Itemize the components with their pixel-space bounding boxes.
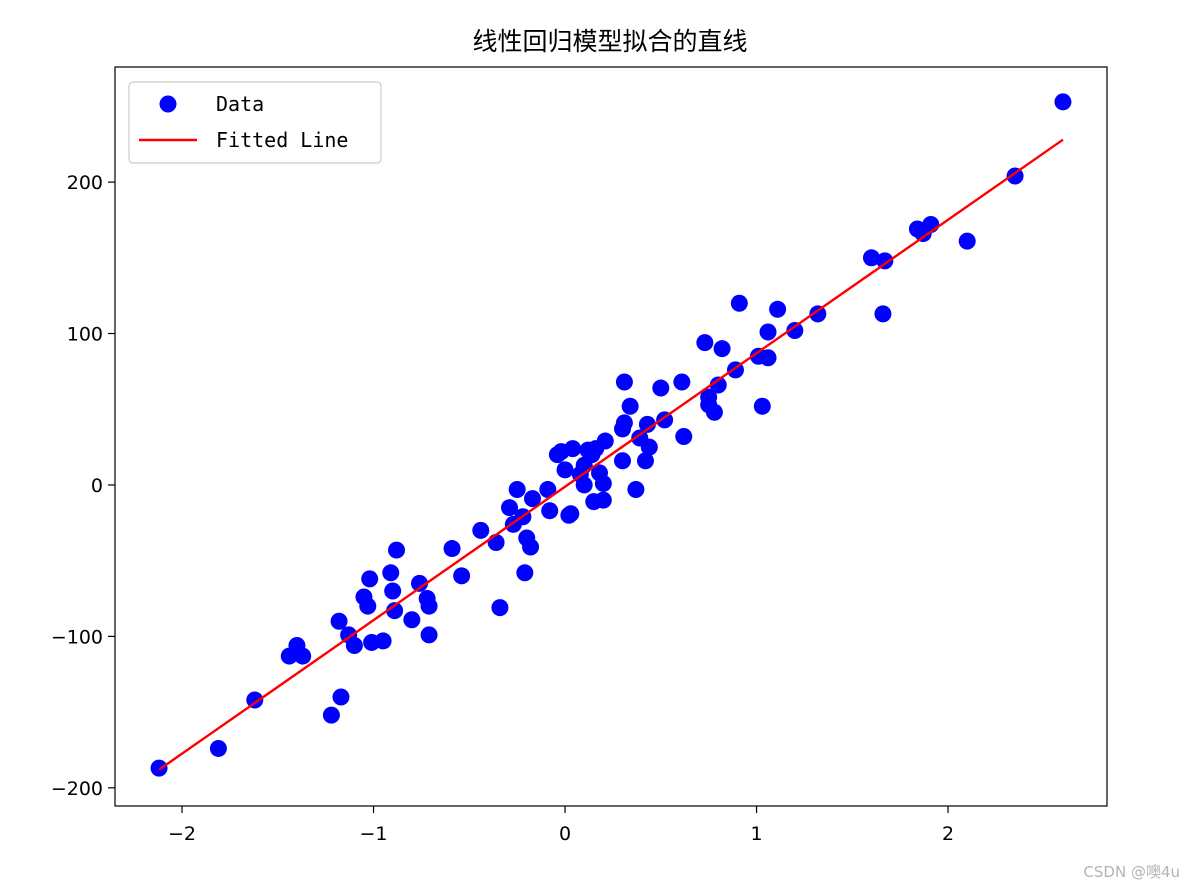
data-point-10 <box>345 636 363 654</box>
data-point-5 <box>294 647 312 665</box>
data-point-61 <box>621 397 639 415</box>
data-point-59 <box>615 414 633 432</box>
data-point-23 <box>420 597 438 615</box>
data-point-60 <box>615 373 633 391</box>
y-axis: −200 −100 0 100 200 <box>51 172 115 800</box>
data-point-71 <box>696 334 714 352</box>
data-point-87 <box>874 305 892 323</box>
data-point-83 <box>769 300 787 318</box>
data-point-36 <box>522 538 540 556</box>
data-point-7 <box>332 688 350 706</box>
legend-box <box>128 81 382 164</box>
legend: Data Fitted Line <box>128 81 382 164</box>
legend-label-data: Data <box>216 92 264 116</box>
data-point-88 <box>876 252 894 270</box>
data-point-54 <box>594 491 612 509</box>
data-point-24 <box>420 626 438 644</box>
data-point-57 <box>613 452 631 470</box>
watermark: CSDN @噢4u <box>1083 863 1180 881</box>
data-point-12 <box>359 597 377 615</box>
data-point-86 <box>862 249 880 267</box>
data-point-82 <box>759 349 777 367</box>
data-point-93 <box>1006 167 1024 185</box>
data-point-19 <box>388 541 406 559</box>
data-point-27 <box>472 521 490 539</box>
data-point-65 <box>638 415 656 433</box>
data-point-32 <box>508 481 526 499</box>
data-point-66 <box>640 438 658 456</box>
data-point-25 <box>443 540 461 558</box>
data-point-67 <box>652 379 670 397</box>
data-point-15 <box>374 632 392 650</box>
data-point-45 <box>564 440 582 458</box>
data-point-48 <box>575 476 593 494</box>
data-point-75 <box>709 376 727 394</box>
y-tick-label-0: −200 <box>51 778 103 800</box>
x-tick-label-3: 1 <box>750 823 762 845</box>
data-point-30 <box>501 499 519 517</box>
data-point-13 <box>361 570 379 588</box>
data-point-21 <box>410 574 428 592</box>
data-point-1 <box>209 739 227 757</box>
data-point-18 <box>386 602 404 620</box>
x-tick-label-2: 0 <box>559 823 571 845</box>
data-point-94 <box>1054 93 1072 111</box>
chart-title: 线性回归模型拟合的直线 <box>472 27 747 56</box>
data-point-73 <box>700 388 718 406</box>
data-point-62 <box>627 481 645 499</box>
y-tick-label-2: 0 <box>91 475 103 497</box>
data-point-29 <box>491 599 509 617</box>
fitted-line <box>158 138 1064 771</box>
data-point-8 <box>330 612 348 630</box>
data-point-39 <box>541 502 559 520</box>
x-tick-label-0: −2 <box>168 823 196 845</box>
data-point-20 <box>403 611 421 629</box>
data-point-84 <box>786 321 804 339</box>
legend-marker-data <box>159 95 177 113</box>
data-point-70 <box>675 428 693 445</box>
data-point-38 <box>539 481 557 499</box>
data-point-34 <box>516 564 534 582</box>
data-point-17 <box>384 582 402 600</box>
data-point-81 <box>759 323 777 341</box>
data-point-37 <box>523 490 541 508</box>
data-point-26 <box>453 567 471 585</box>
data-point-6 <box>322 706 340 724</box>
data-point-56 <box>596 432 614 450</box>
y-tick-label-1: −100 <box>51 626 103 648</box>
y-tick-label-4: 200 <box>67 172 103 194</box>
plot-frame <box>114 66 1108 807</box>
x-tick-label-4: 2 <box>942 823 954 845</box>
data-point-0 <box>150 759 168 777</box>
data-point-74 <box>705 403 723 421</box>
data-point-69 <box>673 373 691 391</box>
data-point-55 <box>594 474 612 492</box>
data-point-80 <box>753 397 771 415</box>
data-point-28 <box>487 534 505 552</box>
data-point-76 <box>713 340 731 358</box>
x-tick-label-1: −1 <box>360 823 388 845</box>
data-point-92 <box>958 232 976 250</box>
data-point-64 <box>636 452 654 470</box>
data-point-2 <box>246 691 264 709</box>
y-tick-label-3: 100 <box>67 324 103 346</box>
data-point-44 <box>562 505 580 523</box>
data-point-78 <box>730 294 748 312</box>
data-point-16 <box>382 564 400 582</box>
data-point-85 <box>809 305 827 323</box>
data-point-42 <box>556 461 574 479</box>
x-axis: −2 −1 0 1 2 <box>168 806 954 845</box>
legend-label-fitted-line: Fitted Line <box>216 128 348 152</box>
